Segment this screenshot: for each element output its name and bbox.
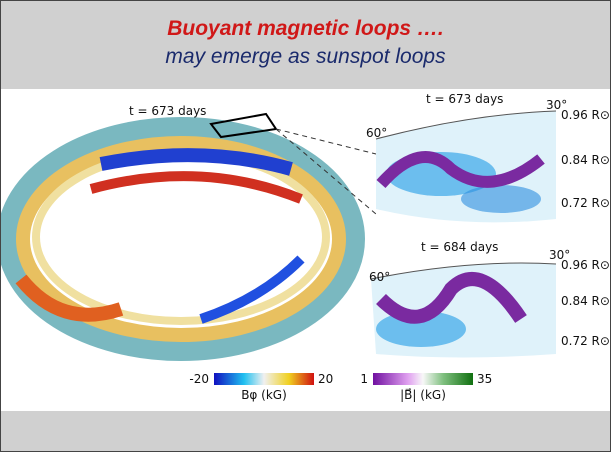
bottom-angle-60: 60° bbox=[369, 270, 390, 284]
left-time-label: t = 673 days bbox=[129, 104, 206, 118]
colorbar-label: Bφ (kG) bbox=[241, 388, 287, 402]
bottom-radius: 0.72 R⊙ bbox=[561, 334, 610, 348]
footer-band bbox=[1, 411, 610, 451]
figure: t = 673 days t = 673 days 60° 30° 0.96 R… bbox=[1, 89, 610, 411]
colorbar-min: 1 bbox=[360, 372, 368, 386]
bottom-radius: 0.96 R⊙ bbox=[561, 258, 610, 272]
colorbar-label: |B⃗| (kG) bbox=[400, 388, 446, 402]
panel-top-render bbox=[376, 111, 556, 222]
colorbar-max: 20 bbox=[318, 372, 333, 386]
top-time-label: t = 673 days bbox=[426, 92, 503, 106]
title-line-1: Buoyant magnetic loops …. bbox=[1, 17, 610, 41]
title-line-2: may emerge as sunspot loops bbox=[1, 45, 610, 69]
colorbar-b bbox=[373, 373, 473, 385]
top-angle-60: 60° bbox=[366, 126, 387, 140]
torus-render bbox=[11, 114, 376, 347]
colorbar-min: -20 bbox=[189, 372, 209, 386]
bottom-radius: 0.84 R⊙ bbox=[561, 294, 610, 308]
panel-bottom-render bbox=[371, 263, 556, 358]
bottom-time-label: t = 684 days bbox=[421, 240, 498, 254]
colorbar-max: 35 bbox=[477, 372, 492, 386]
top-radius: 0.84 R⊙ bbox=[561, 153, 610, 167]
slide: Buoyant magnetic loops …. may emerge as … bbox=[0, 0, 611, 452]
top-radius: 0.96 R⊙ bbox=[561, 108, 610, 122]
top-radius: 0.72 R⊙ bbox=[561, 196, 610, 210]
colorbar-bphi bbox=[214, 373, 314, 385]
